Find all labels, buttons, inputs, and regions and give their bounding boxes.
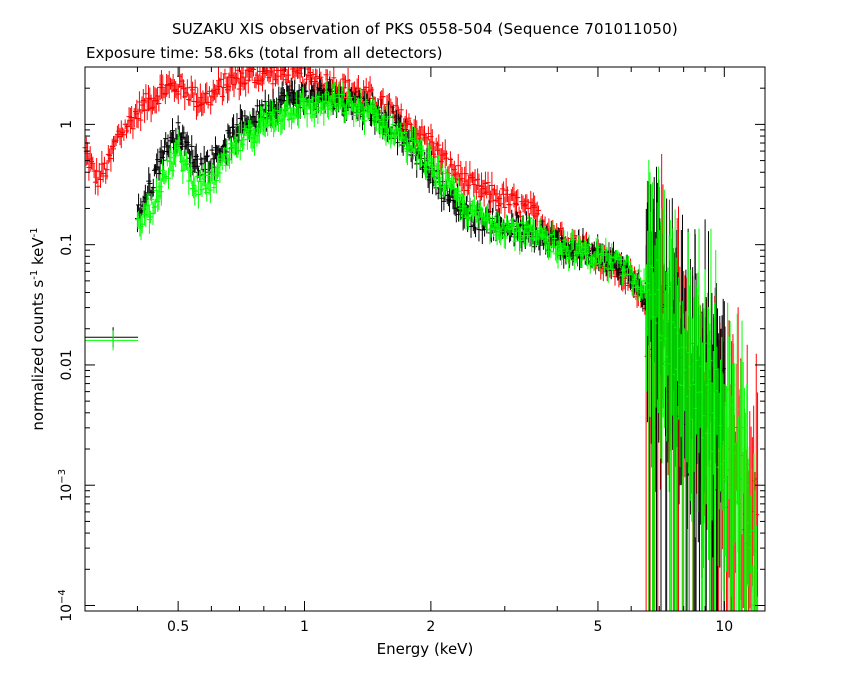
series-2 [85,80,759,611]
y-tick-label: 1 [59,120,75,129]
series-1 [85,74,726,611]
y-tick-label: 0.01 [59,349,75,380]
y-axis-label-exp-1: -1 [29,269,40,280]
chart-subtitle: Exposure time: 58.6ks (total from all de… [86,44,443,62]
y-axis-label-exp-2: -1 [29,227,40,238]
y-tick-label: 10−3 [57,469,75,502]
y-axis-label-unit: keV [29,237,47,266]
plot-frame [84,66,766,612]
data-layer [82,66,760,611]
x-axis-label: Energy (keV) [376,640,474,658]
y-axis-label: normalized counts s-1 keV-1 [29,159,47,499]
y-tick-label: 0.1 [59,234,75,256]
x-tick-label: 1 [300,619,309,635]
x-tick-label: 2 [426,619,435,635]
x-tick-label: 10 [715,619,733,635]
y-axis-label-text: normalized counts s [29,279,47,431]
chart-title: SUZAKU XIS observation of PKS 0558-504 (… [172,20,678,38]
x-tick-label: 0.5 [167,619,189,635]
x-tick-label: 5 [593,619,602,635]
y-tick-label: 10−4 [57,589,75,622]
